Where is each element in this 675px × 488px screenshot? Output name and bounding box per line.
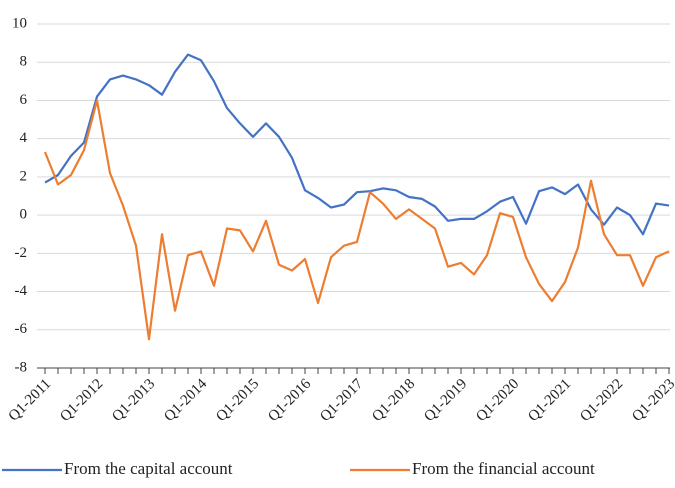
legend-label: From the capital account	[64, 459, 233, 478]
x-tick-label: Q1-2017	[317, 376, 366, 425]
x-tick-label: Q1-2013	[109, 376, 158, 425]
x-tick-label: Q1-2023	[629, 376, 675, 425]
x-tick-label: Q1-2018	[369, 376, 418, 425]
y-tick-label: -6	[15, 321, 28, 337]
y-tick-label: 10	[12, 15, 27, 31]
series-line	[44, 53, 670, 236]
x-tick-label: Q1-2019	[421, 376, 470, 425]
y-tick-label: 2	[20, 168, 28, 184]
y-tick-label: 6	[20, 92, 28, 108]
x-tick-label: Q1-2020	[473, 376, 522, 425]
x-tick-label: Q1-2016	[265, 376, 314, 425]
y-tick-label: -2	[15, 245, 28, 261]
x-tick-label: Q1-2022	[577, 376, 626, 425]
y-tick-label: 8	[20, 54, 28, 70]
x-tick-label: Q1-2015	[213, 376, 262, 425]
y-tick-label: -4	[15, 283, 28, 299]
x-tick-label: Q1-2021	[525, 376, 574, 425]
y-tick-label: 0	[20, 207, 28, 223]
legend-label: From the financial account	[412, 459, 595, 478]
x-tick-label: Q1-2011	[6, 376, 55, 425]
x-tick-label: Q1-2012	[57, 376, 106, 425]
x-tick-label: Q1-2014	[161, 376, 210, 425]
y-tick-label: 4	[20, 130, 28, 146]
series-line	[43, 99, 670, 341]
y-tick-label: -8	[15, 359, 28, 375]
